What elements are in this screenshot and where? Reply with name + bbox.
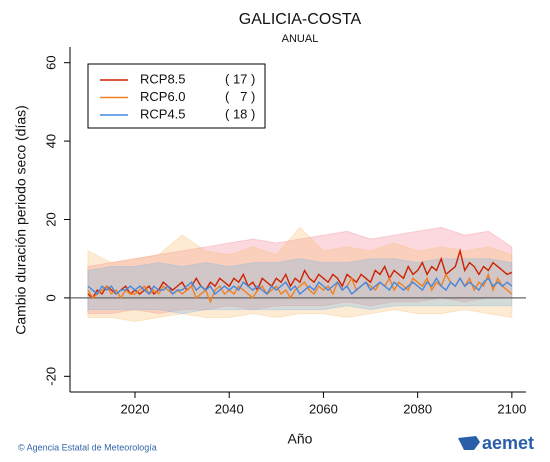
x-tick-label: 2060 <box>309 401 338 416</box>
legend-label: RCP4.5 <box>140 106 186 121</box>
y-tick-label: 20 <box>43 212 58 226</box>
y-tick-label: 60 <box>43 55 58 69</box>
logo: aemet <box>458 433 534 453</box>
y-tick-label: 40 <box>43 134 58 148</box>
chart-title: GALICIA-COSTA <box>239 11 362 28</box>
footer: © Agencia Estatal de Meteorología <box>18 442 157 452</box>
legend-box <box>87 63 266 129</box>
legend-label: RCP6.0 <box>140 89 186 104</box>
y-tick-label: -20 <box>43 367 58 386</box>
y-axis-label: Cambio duración periodo seco (días) <box>13 105 29 335</box>
legend-count: ( 7 ) <box>225 89 255 104</box>
x-axis-label: Año <box>288 431 313 447</box>
logo-icon <box>458 436 480 450</box>
logo-text: aemet <box>482 433 534 453</box>
x-tick-label: 2040 <box>215 401 244 416</box>
series-line <box>87 276 513 296</box>
x-tick-label: 2020 <box>121 401 150 416</box>
x-tick-label: 2080 <box>403 401 432 416</box>
legend-count: ( 17 ) <box>225 71 255 86</box>
legend-label: RCP8.5 <box>140 71 186 86</box>
x-tick-label: 2100 <box>497 401 526 416</box>
y-tick-label: 0 <box>43 294 58 301</box>
legend-count: ( 18 ) <box>225 106 255 121</box>
chart-subtitle: ANUAL <box>282 33 319 45</box>
